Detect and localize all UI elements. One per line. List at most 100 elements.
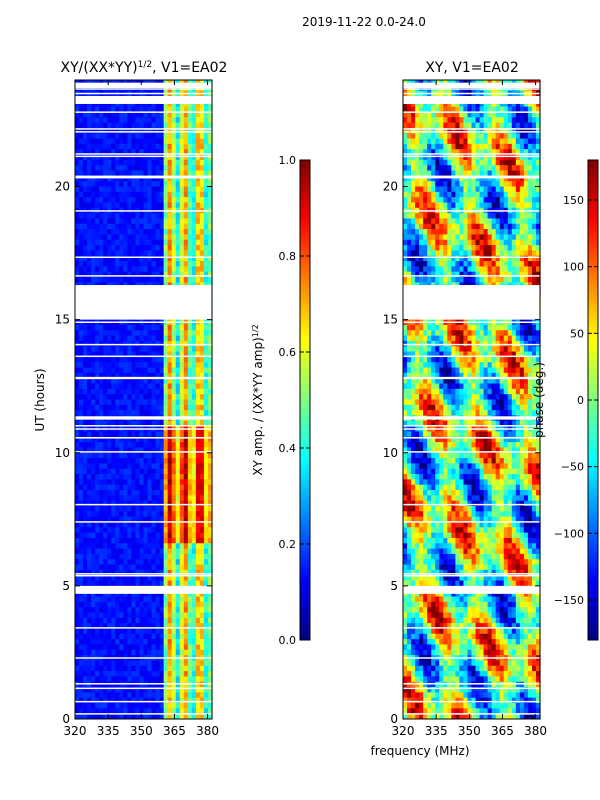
amplitude-cell xyxy=(123,170,128,177)
amplitude-cell xyxy=(155,404,161,411)
amplitude-cell xyxy=(99,261,104,267)
amplitude-flagged-gap xyxy=(75,82,212,88)
amplitude-cell xyxy=(135,569,141,576)
phase-cell xyxy=(503,170,509,177)
amplitude-ytick-label: 20 xyxy=(55,180,70,194)
amplitude-cell xyxy=(183,708,189,715)
amplitude-cell xyxy=(207,388,213,395)
amplitude-cell xyxy=(123,234,128,241)
phase-cell xyxy=(491,101,497,108)
amplitude-cell xyxy=(175,175,181,182)
amplitude-cell xyxy=(135,484,141,491)
amplitude-cell xyxy=(159,362,165,369)
amplitude-cell xyxy=(203,511,209,518)
amplitude-cell xyxy=(87,239,92,246)
phase-cell xyxy=(503,181,509,188)
phase-cell xyxy=(411,143,416,150)
amplitude-cell xyxy=(99,218,104,225)
amplitude-cell xyxy=(99,644,104,651)
amplitude-cell xyxy=(99,436,104,443)
amplitude-cell xyxy=(135,548,141,555)
amplitude-cell xyxy=(107,250,112,257)
amplitude-cell xyxy=(83,191,88,198)
amplitude-cell xyxy=(139,127,145,134)
amplitude-cell xyxy=(207,378,213,385)
amplitude-cell xyxy=(115,692,120,699)
amplitude-cell xyxy=(167,580,173,587)
amplitude-cell xyxy=(111,463,116,470)
amplitude-cell xyxy=(199,548,205,555)
amplitude-cell xyxy=(191,607,197,614)
amplitude-cell xyxy=(187,186,193,193)
amplitude-cell xyxy=(175,639,181,646)
amplitude-cell xyxy=(95,266,100,273)
amplitude-cell xyxy=(91,649,96,656)
phase-cell xyxy=(519,127,525,134)
amplitude-cell xyxy=(183,596,189,603)
amplitude-cell xyxy=(111,692,116,699)
amplitude-cell xyxy=(99,623,104,630)
amplitude-cell xyxy=(99,122,104,129)
amplitude-cell xyxy=(95,202,100,209)
amplitude-cell xyxy=(155,617,161,624)
amplitude-cell xyxy=(79,506,84,512)
amplitude-cell xyxy=(111,431,116,438)
amplitude-cell xyxy=(199,271,205,278)
amplitude-cell xyxy=(127,191,133,198)
amplitude-cell xyxy=(199,127,205,134)
phase-cell xyxy=(499,111,505,118)
amplitude-cell xyxy=(195,601,201,608)
amplitude-cell xyxy=(111,708,116,715)
amplitude-cell xyxy=(163,245,169,251)
amplitude-cell xyxy=(91,447,96,454)
phase-cell xyxy=(499,143,505,150)
amplitude-cell xyxy=(115,548,120,555)
amplitude-cell xyxy=(87,367,92,374)
amplitude-cell xyxy=(171,223,177,230)
amplitude-cell xyxy=(187,410,193,417)
amplitude-flagged-line xyxy=(75,428,212,430)
amplitude-cell xyxy=(83,612,88,619)
amplitude-cell xyxy=(207,490,213,496)
amplitude-cell xyxy=(119,213,124,220)
amplitude-cell xyxy=(99,383,104,390)
phase-cell xyxy=(507,138,513,145)
phase-cell xyxy=(451,175,456,182)
amplitude-cell xyxy=(127,436,133,443)
amplitude-cell xyxy=(151,410,157,417)
amplitude-cell xyxy=(127,324,133,331)
amplitude-cell xyxy=(79,277,84,283)
amplitude-cell xyxy=(135,356,141,363)
amplitude-cell xyxy=(95,506,100,512)
amplitude-cell xyxy=(199,223,205,230)
amplitude-cell xyxy=(195,591,201,598)
amplitude-cell xyxy=(91,277,96,283)
amplitude-cell xyxy=(127,452,133,459)
amplitude-cell xyxy=(171,676,177,683)
amplitude-cell xyxy=(131,170,137,177)
amplitude-cell xyxy=(135,271,141,278)
amplitude-cell xyxy=(115,447,120,454)
phase-cell xyxy=(491,170,497,177)
phase-cell xyxy=(527,159,533,166)
phase-cell xyxy=(427,154,432,161)
amplitude-cell xyxy=(163,468,169,475)
amplitude-cell xyxy=(131,543,137,550)
amplitude-cell xyxy=(143,394,149,401)
amplitude-cell xyxy=(187,117,193,124)
amplitude-cell xyxy=(123,133,128,140)
amplitude-cell xyxy=(111,229,116,236)
amplitude-cell xyxy=(155,591,161,598)
amplitude-cell xyxy=(135,367,141,374)
amplitude-cell xyxy=(107,202,112,209)
amplitude-cell xyxy=(127,394,133,401)
phase-cell xyxy=(419,127,424,134)
amplitude-cell xyxy=(179,559,185,566)
amplitude-cell xyxy=(155,372,161,379)
amplitude-cell xyxy=(139,506,145,512)
phase-cell xyxy=(475,117,481,124)
phase-cell xyxy=(459,117,465,124)
amplitude-cell xyxy=(127,516,133,523)
amplitude-cell xyxy=(191,484,197,491)
amplitude-cell xyxy=(115,511,120,518)
